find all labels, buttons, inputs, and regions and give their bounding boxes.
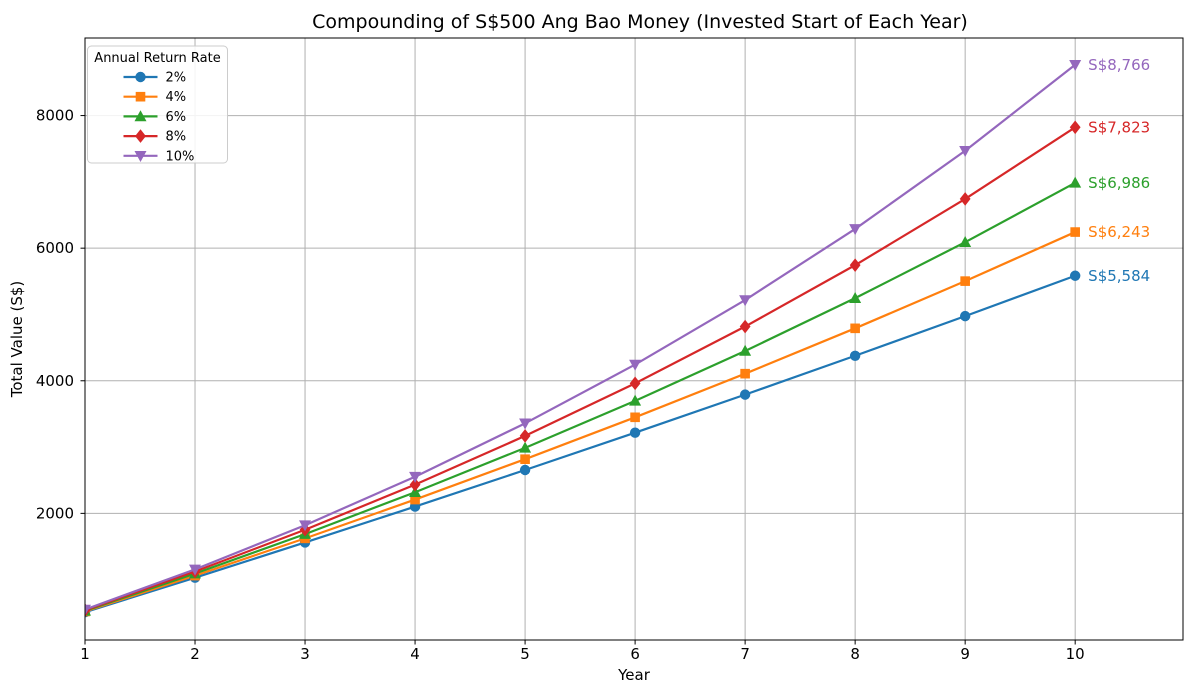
legend-item-10%: 10% [123,149,195,164]
marker-circle [135,71,146,83]
legend: Annual Return Rate 2% 4% 6% 8% 10% [87,45,228,164]
marker-triangle-down [849,224,862,236]
end-label-10%: S$8,766 [1088,56,1150,74]
end-label-6%: S$6,986 [1088,174,1150,192]
marker-square [1070,227,1080,237]
legend-label: 2% [166,71,187,86]
y-tick-label: 2000 [36,504,74,522]
marker-triangle-up [519,441,532,453]
marker-diamond [409,477,421,492]
marker-circle [849,350,861,361]
x-tick-label: 1 [80,645,90,663]
x-tick-label: 4 [410,645,420,663]
marker-triangle-down [519,418,532,430]
marker-circle [1069,270,1081,281]
series-6% [85,176,1082,616]
marker-diamond [849,258,861,272]
marker-square [850,323,860,334]
series-line [85,181,1077,612]
legend-item-2%: 2% [123,71,187,86]
plot-area [85,59,1082,618]
x-tick-label: 10 [1066,645,1085,663]
legend-label: 6% [166,110,187,125]
y-tick-label: 8000 [36,107,74,125]
legend-box [87,45,228,164]
legend-label: 8% [166,130,187,145]
marker-circle [519,464,531,476]
marker-diamond [739,319,751,334]
tick-marks [80,115,1076,645]
legend-item-6%: 6% [123,110,187,125]
legend-label: 10% [166,149,195,164]
chart-title: Compounding of S$500 Ang Bao Money (Inve… [312,11,968,33]
marker-diamond [629,376,641,391]
marker-triangle-up [134,110,147,122]
series-10% [85,59,1082,616]
marker-triangle-down [629,359,642,371]
end-label-8%: S$7,823 [1088,118,1150,136]
marker-triangle-up [849,291,862,303]
marker-triangle-down [1069,59,1082,71]
marker-triangle-down [189,564,202,576]
series-line [85,274,1077,614]
y-axis-label: Total Value (S$) [8,281,26,399]
end-label-4%: S$6,243 [1088,223,1150,241]
marker-triangle-up [409,486,422,498]
legend-item-4%: 4% [123,90,187,105]
y-tick-label: 6000 [36,239,74,257]
series-line [85,230,1077,613]
marker-square [960,276,970,286]
x-tick-label: 5 [520,645,530,663]
marker-circle [739,389,751,400]
marker-circle [959,310,971,322]
tick-labels: 1 2 3 4 5 6 7 8 9 10 2000 4000 6000 8000 [36,107,1085,663]
series-line [85,63,1077,611]
marker-triangle-down [299,520,312,532]
marker-square [740,368,750,379]
legend-label: 4% [166,90,187,105]
marker-diamond [1069,120,1081,135]
marker-triangle-down [134,151,147,162]
marker-triangle-down [739,295,752,307]
marker-diamond [959,192,971,206]
marker-triangle-up [739,344,752,356]
legend-item-8%: 8% [123,129,187,145]
marker-triangle-up [959,236,972,248]
marker-triangle-down [85,604,91,616]
grid [84,38,1183,640]
marker-square [630,412,640,423]
marker-square [135,91,146,102]
marker-triangle-down [409,471,422,483]
marker-square [410,494,420,505]
end-annotations: S$5,584 S$6,243 S$6,986 S$7,823 S$8,766 [1088,56,1150,285]
x-tick-label: 2 [190,645,200,663]
x-axis-label: Year [617,666,651,684]
axes-spines [84,37,1184,641]
marker-triangle-up [1069,176,1082,188]
legend-title: Annual Return Rate [94,51,220,66]
x-tick-label: 7 [740,645,750,663]
series-line [85,126,1077,612]
marker-diamond [135,129,146,143]
marker-triangle-down [959,145,972,157]
x-tick-label: 8 [850,645,860,663]
end-label-2%: S$5,584 [1088,267,1150,285]
marker-triangle-up [629,394,642,406]
marker-square [520,454,530,465]
marker-diamond [519,429,531,443]
y-tick-label: 4000 [36,372,74,390]
x-tick-label: 3 [300,645,310,663]
marker-circle [629,427,641,438]
x-tick-label: 6 [630,645,640,663]
x-tick-label: 9 [960,645,970,663]
